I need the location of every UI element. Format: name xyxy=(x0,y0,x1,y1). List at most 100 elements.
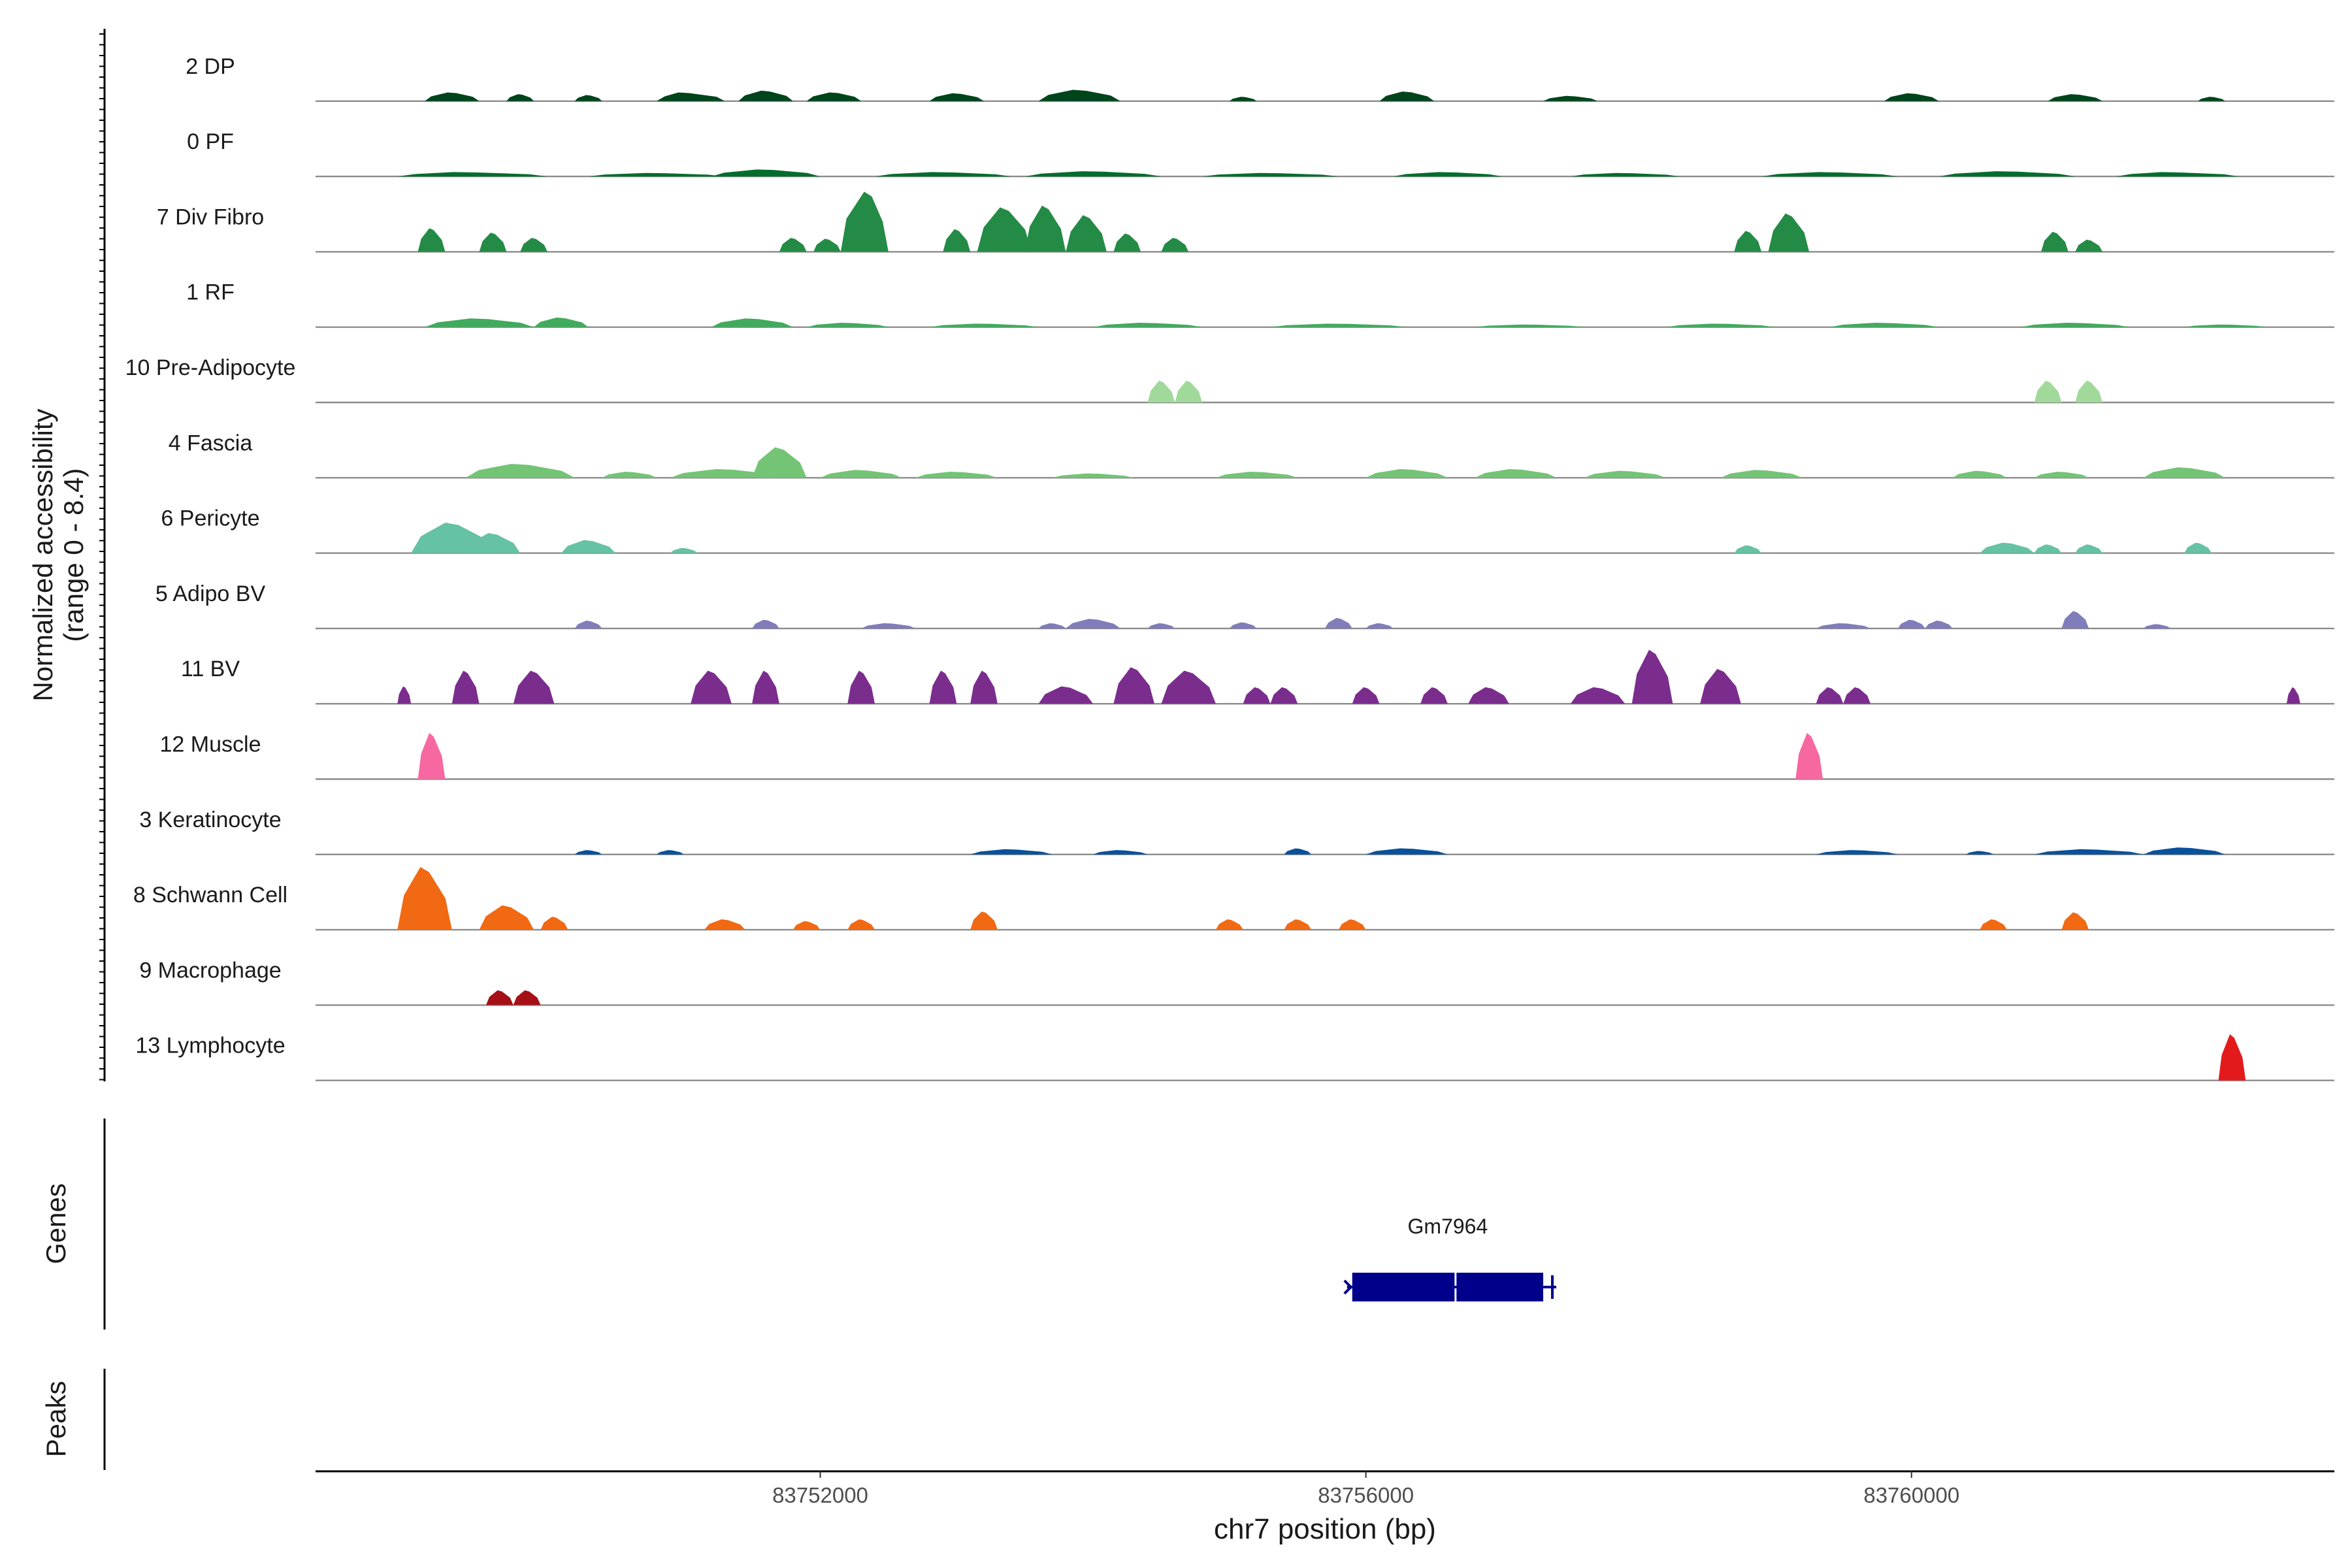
track-13: 9 Macrophage xyxy=(139,958,2334,1006)
track-6: 4 Fascia xyxy=(169,431,2334,479)
coverage-peak xyxy=(425,92,480,101)
coverage-peak xyxy=(970,849,1053,855)
coverage-peak xyxy=(2034,471,2089,478)
genes-panel-label: Genes xyxy=(41,1183,71,1264)
coverage-peak xyxy=(1980,542,2034,553)
track-4: 1 RF xyxy=(186,280,2334,328)
coverage-peak xyxy=(540,917,568,930)
gene-exon-2 xyxy=(1456,1273,1544,1301)
coverage-peak xyxy=(1468,687,1509,704)
coverage-peak xyxy=(1365,468,1448,478)
coverage-peak xyxy=(929,670,957,704)
coverage-peak xyxy=(506,94,534,101)
coverage-peak xyxy=(943,229,971,252)
track-label: 11 BV xyxy=(181,657,240,681)
coverage-peak xyxy=(711,169,821,177)
coverage-peak xyxy=(417,228,446,252)
coverage-peak xyxy=(1570,172,1680,177)
coverage-peak xyxy=(820,470,902,478)
coverage-peak xyxy=(929,93,985,101)
coverage-peak xyxy=(2061,912,2089,930)
coverage-peak xyxy=(397,686,412,704)
coverage-peak xyxy=(670,547,698,553)
coverage-peak xyxy=(465,463,575,478)
coverage-peak xyxy=(2034,544,2062,553)
coverage-peak xyxy=(752,670,779,704)
track-label: 10 Pre-Adipocyte xyxy=(125,355,296,380)
coverage-peak xyxy=(451,670,480,704)
genes-panel xyxy=(103,1119,1557,1330)
x-axis-title: chr7 position (bp) xyxy=(1214,1513,1436,1545)
coverage-peak xyxy=(1665,323,1775,327)
coverage-peak xyxy=(1475,468,1557,478)
track-1: 2 DP xyxy=(186,54,2334,103)
coverage-peak xyxy=(2020,323,2130,327)
coverage-peak xyxy=(861,623,916,629)
coverage-peak xyxy=(1700,668,1741,704)
track-label: 8 Schwann Cell xyxy=(133,883,287,907)
coverage-peak xyxy=(1570,687,1625,704)
coverage-peak xyxy=(1338,919,1366,930)
coverage-peak xyxy=(1024,171,1162,177)
coverage-peak xyxy=(915,471,998,478)
coverage-peak xyxy=(1816,850,1898,855)
x-axis: 83752000 83756000 83760000 xyxy=(316,1470,2334,1507)
coverage-peak xyxy=(1052,473,1134,478)
track-9: 11 BV xyxy=(181,649,2334,705)
track-2: 0 PF xyxy=(187,129,2334,178)
track-label: 5 Adipo BV xyxy=(155,581,266,606)
coverage-peak xyxy=(2115,172,2239,177)
coverage-peak xyxy=(1243,687,1271,704)
coverage-peak xyxy=(1352,687,1380,704)
coverage-peak xyxy=(1980,919,2007,930)
coverage-peak xyxy=(2143,624,2171,629)
coverage-peak xyxy=(574,95,602,101)
coverage-peak xyxy=(397,867,452,930)
coverage-peak xyxy=(929,323,1039,327)
track-7: 6 Pericyte xyxy=(161,506,2334,554)
x-tick-label: 83756000 xyxy=(1318,1483,1414,1507)
coverage-peak xyxy=(1584,470,1666,478)
y-axis-accessibility xyxy=(99,29,106,1082)
gene-exon-1 xyxy=(1352,1273,1455,1301)
coverage-peak xyxy=(417,732,446,779)
coverage-peak xyxy=(806,92,862,101)
coverage-peak xyxy=(840,191,889,252)
coverage-peak xyxy=(1175,380,1203,402)
coverage-peak xyxy=(561,540,616,553)
track-label: 1 RF xyxy=(186,280,235,305)
coverage-tracks: 2 DP 0 PF 7 Div Fibro 1 RF 10 Pre-Adipocyte 4… xyxy=(125,54,2334,1081)
coverage-peak xyxy=(1365,848,1448,855)
coverage-peak xyxy=(1966,851,1994,855)
coverage-peak xyxy=(1475,324,1584,327)
track-11: 3 Keratinocyte xyxy=(139,808,2334,856)
coverage-peak xyxy=(656,850,684,855)
track-label: 13 Lymphocyte xyxy=(135,1034,285,1058)
coverage-peak xyxy=(574,850,602,855)
coverage-peak xyxy=(1795,732,1823,779)
coverage-peak xyxy=(711,318,793,327)
coverage-peak xyxy=(2286,687,2300,704)
coverage-peak xyxy=(1161,670,1216,704)
coverage-peak xyxy=(2048,94,2103,101)
coverage-peak xyxy=(977,207,1032,252)
coverage-peak xyxy=(2061,611,2089,629)
coverage-peak xyxy=(1734,231,1762,252)
track-3: 7 Div Fibro xyxy=(157,191,2334,253)
track-8: 5 Adipo BV xyxy=(155,581,2334,630)
coverage-peak xyxy=(479,905,534,930)
coverage-peak xyxy=(588,172,725,177)
coverage-peak xyxy=(1379,91,1435,101)
coverage-peak xyxy=(1952,470,2007,478)
coverage-peak xyxy=(2075,239,2103,252)
track-label: 6 Pericyte xyxy=(161,506,259,531)
track-label: 4 Fascia xyxy=(169,431,253,455)
coverage-peak xyxy=(2184,542,2212,553)
track-14: 13 Lymphocyte xyxy=(135,1034,2334,1081)
coverage-peak xyxy=(779,238,807,252)
coverage-peak xyxy=(1113,667,1155,704)
coverage-peak xyxy=(425,318,534,327)
coverage-peak xyxy=(1270,687,1298,704)
coverage-peak xyxy=(2075,380,2103,402)
y-axis-title-line2: (range 0 - 8.4) xyxy=(58,468,89,642)
